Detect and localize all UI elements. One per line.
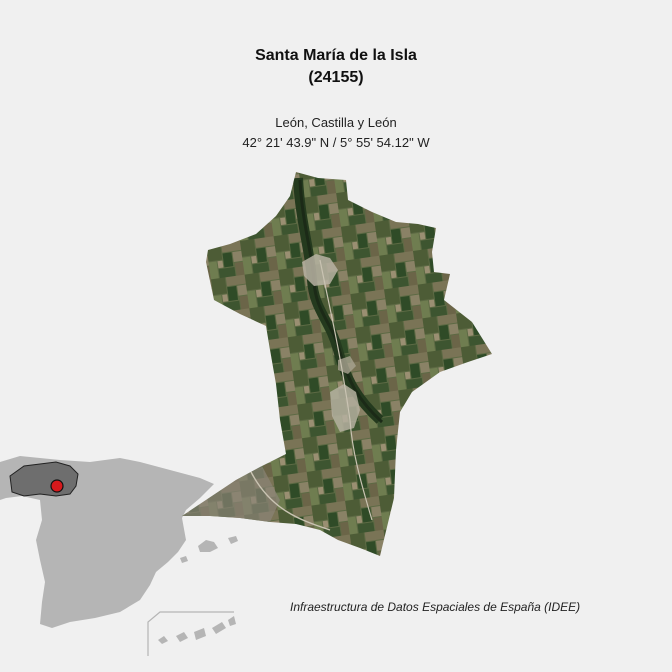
data-source-credit: Infraestructura de Datos Espaciales de E… <box>290 600 581 614</box>
municipality-code: (24155) <box>308 69 364 86</box>
coordinates-label: 42° 21' 43.9" N / 5° 55' 54.12" W <box>242 135 430 150</box>
river-line <box>298 179 384 424</box>
village-north <box>302 254 338 286</box>
canary-inset-frame <box>147 611 234 656</box>
road <box>249 469 331 531</box>
village-south <box>330 384 360 432</box>
road <box>319 259 373 521</box>
municipality-satellite-map <box>182 172 492 556</box>
municipality-name: Santa María de la Isla <box>255 47 417 64</box>
location-marker <box>50 479 64 493</box>
balearic-islands-shape <box>180 536 238 563</box>
village-center <box>338 356 356 374</box>
spain-mainland-shape <box>0 456 214 628</box>
canary-islands-shape <box>158 616 236 644</box>
spain-locator-inset <box>0 456 238 656</box>
region-label: León, Castilla y León <box>275 115 397 130</box>
